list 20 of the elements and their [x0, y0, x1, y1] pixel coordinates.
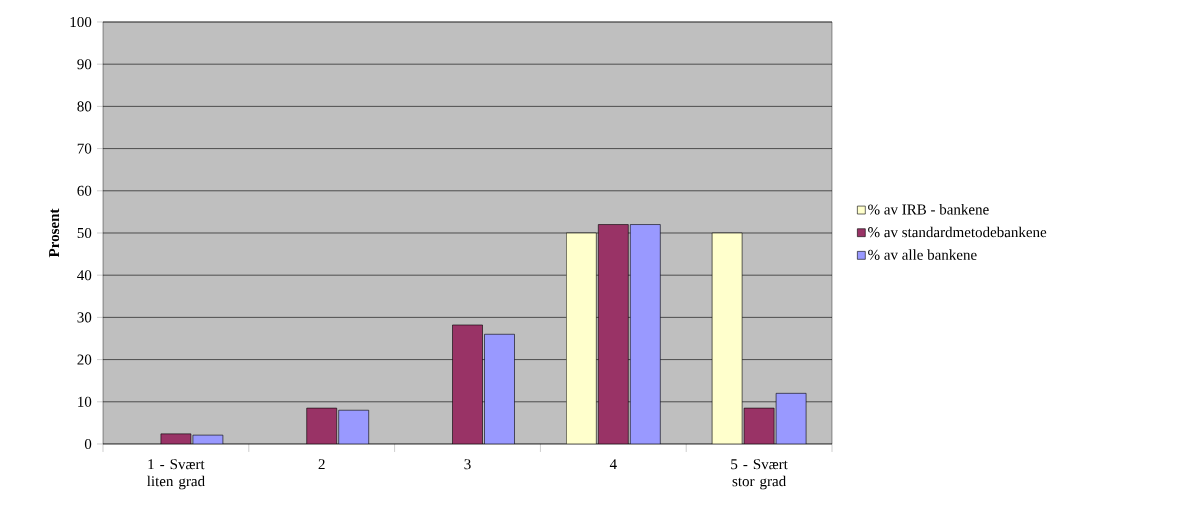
y-tick-label: 60 — [77, 185, 92, 196]
legend-label: % av standardmetodebankene — [868, 226, 1047, 238]
x-tick-label: 5 - Svært stor grad — [731, 459, 788, 490]
y-tick-label: 0 — [84, 438, 92, 450]
y-tick-label: 80 — [77, 101, 92, 112]
y-tick-label: 10 — [78, 396, 92, 407]
x-tick-label: 4 — [609, 459, 617, 470]
y-tick-label: 100 — [70, 16, 92, 28]
legend-label: % av alle bankene — [868, 249, 977, 260]
y-axis-title: Prosent — [49, 208, 60, 258]
y-tick-label: 50 — [77, 227, 92, 239]
y-tick-label: 70 — [77, 143, 92, 154]
x-tick-label: 3 — [464, 459, 471, 470]
x-tick-label: 1 - Svært liten grad — [147, 459, 205, 490]
y-tick-label: 40 — [77, 270, 92, 281]
y-tick-label: 30 — [77, 312, 92, 323]
y-tick-label: 90 — [77, 59, 92, 70]
y-tick-label: 20 — [77, 354, 92, 365]
x-tick-label: 2 — [318, 459, 325, 470]
legend-label: % av IRB - bankene — [868, 204, 989, 215]
